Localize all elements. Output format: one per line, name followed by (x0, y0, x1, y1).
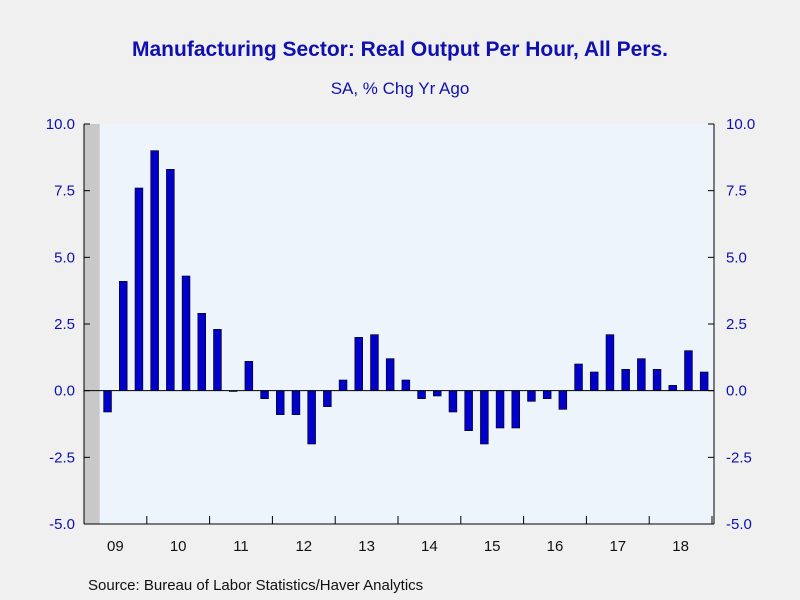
plot-area (84, 124, 714, 524)
xtick-label-17: 17 (609, 538, 626, 555)
ytick-label-right: -2.5 (726, 449, 752, 466)
xtick-label-12: 12 (295, 538, 312, 555)
ytick-label-right: 5.0 (726, 249, 747, 266)
bar-2018Q4 (699, 371, 709, 391)
ytick-label-left: 0.0 (54, 383, 75, 400)
ytick-label-left: 5.0 (54, 249, 75, 266)
ytick-label-left: 7.5 (54, 183, 75, 200)
bar-2010Q2 (166, 169, 175, 391)
xtick-label-10: 10 (170, 538, 187, 555)
bar-2010Q3 (181, 275, 191, 391)
bar-2012Q4 (323, 390, 332, 407)
bar-2017Q4 (637, 358, 646, 391)
ytick-label-right: 10.0 (726, 116, 755, 133)
bar-2017Q2 (605, 334, 615, 391)
ytick-label-right: 7.5 (726, 183, 747, 200)
bar-2014Q2 (417, 390, 426, 399)
ytick-label-left: -2.5 (49, 449, 75, 466)
bar-2011Q3 (244, 361, 254, 391)
bar-2014Q4 (448, 390, 458, 413)
ytick-label-right: 0.0 (726, 383, 747, 400)
xtick-label-13: 13 (358, 538, 375, 555)
bar-2011Q1 (213, 329, 222, 391)
bar-2013Q3 (370, 334, 379, 391)
xtick-label-18: 18 (672, 538, 689, 555)
bar-2014Q1 (401, 379, 411, 391)
bar-2017Q3 (621, 369, 630, 391)
xtick-label-11: 11 (233, 538, 249, 555)
bar-2009Q4 (134, 187, 144, 391)
ytick-label-right: 2.5 (726, 316, 747, 333)
chart-subtitle: SA, % Chg Yr Ago (330, 79, 470, 98)
bar-2018Q2 (668, 385, 677, 391)
bar-2012Q2 (291, 390, 301, 415)
bar-2012Q1 (276, 390, 285, 415)
bar-2011Q4 (260, 390, 269, 399)
xtick-label-14: 14 (421, 538, 438, 555)
xtick-label-09: 09 (107, 538, 124, 555)
bar-2013Q2 (354, 337, 363, 391)
xtick-label-16: 16 (547, 538, 564, 555)
bar-2015Q3 (495, 390, 505, 429)
bar-2010Q4 (197, 313, 206, 391)
bar-2013Q1 (338, 379, 348, 391)
ytick-label-right: -5.0 (726, 516, 752, 533)
ytick-label-left: 10.0 (46, 116, 75, 133)
bar-2012Q3 (307, 390, 316, 445)
ytick-label-left: -5.0 (49, 516, 75, 533)
bar-2010Q1 (150, 150, 159, 391)
bar-2009Q3 (119, 281, 128, 391)
bar-2015Q4 (511, 390, 520, 429)
bar-2013Q4 (385, 358, 395, 391)
recession-shading (84, 124, 100, 524)
bar-2018Q1 (652, 369, 662, 391)
bar-2009Q2 (103, 390, 112, 413)
bar-2016Q1 (527, 390, 536, 402)
ytick-label-left: 2.5 (54, 316, 75, 333)
bar-2016Q4 (574, 363, 583, 391)
bar-2017Q1 (590, 371, 599, 391)
chart-title: Manufacturing Sector: Real Output Per Ho… (132, 38, 668, 61)
bar-2014Q3 (433, 390, 442, 397)
bar-2016Q3 (558, 390, 568, 410)
bar-2015Q1 (464, 390, 473, 431)
bar-2015Q2 (480, 390, 489, 445)
bar-2016Q2 (542, 390, 552, 399)
bar-2018Q3 (684, 350, 693, 391)
chart-source: Source: Bureau of Labor Statistics/Haver… (88, 577, 424, 594)
xtick-label-15: 15 (484, 538, 501, 555)
